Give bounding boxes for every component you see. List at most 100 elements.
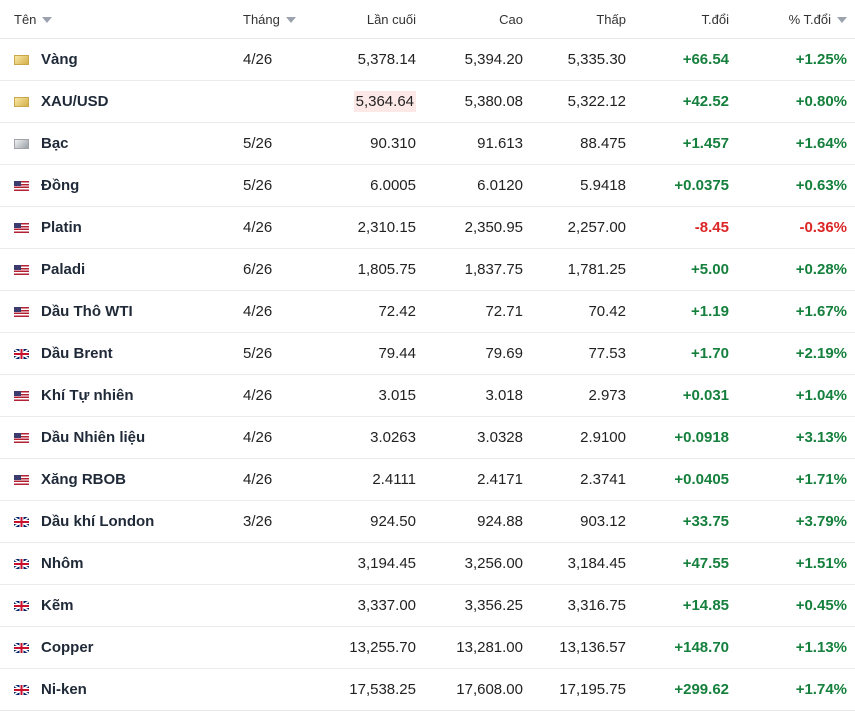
cell-pct-change: +1.25% bbox=[729, 38, 855, 81]
name-wrap: Platin bbox=[14, 219, 226, 236]
column-header-name[interactable]: Tên bbox=[0, 0, 226, 39]
cell-month bbox=[226, 668, 312, 711]
high-value: 2.4171 bbox=[477, 471, 523, 488]
table-row[interactable]: Dầu Nhiên liệu 4/26 3.0263 3.0328 2.9100 +0.0… bbox=[0, 416, 855, 459]
pct-change-value: -0.36% bbox=[799, 219, 847, 236]
table-row[interactable]: Ni-ken 17,538.25 17,608.00 17,195.75 +299.62… bbox=[0, 668, 855, 711]
sort-caret-icon[interactable] bbox=[285, 17, 296, 24]
column-header-last[interactable]: Lần cuối bbox=[312, 0, 416, 39]
table-row[interactable]: Dầu Thô WTI 4/26 72.42 72.71 70.42 +1.19 +1.67… bbox=[0, 290, 855, 333]
name-wrap: Ni-ken bbox=[14, 681, 226, 698]
high-value: 3.018 bbox=[485, 387, 523, 404]
cell-change: +47.55 bbox=[626, 542, 729, 585]
instrument-name-link[interactable]: Platin bbox=[41, 219, 82, 236]
low-value: 3,184.45 bbox=[567, 555, 626, 572]
table-row[interactable]: Vàng 4/26 5,378.14 5,394.20 5,335.30 +66.54 +1… bbox=[0, 38, 855, 81]
instrument-name-link[interactable]: Dầu Thô WTI bbox=[41, 303, 133, 320]
cell-high: 3.0328 bbox=[416, 416, 523, 459]
cell-high: 3.018 bbox=[416, 374, 523, 417]
name-wrap: Đồng bbox=[14, 177, 226, 194]
change-value: +0.031 bbox=[682, 387, 729, 404]
cell-low: 5,322.12 bbox=[523, 80, 626, 123]
cell-month: 5/26 bbox=[226, 164, 312, 207]
cell-high: 13,281.00 bbox=[416, 626, 523, 669]
table-row[interactable]: Dầu Brent 5/26 79.44 79.69 77.53 +1.70 +2.19% bbox=[0, 332, 855, 375]
name-wrap: Dầu khí London bbox=[14, 513, 226, 530]
pct-change-value: +1.67% bbox=[795, 303, 847, 320]
cell-last: 79.44 bbox=[312, 332, 416, 375]
cell-low: 3,316.75 bbox=[523, 584, 626, 627]
table-row[interactable]: Xăng RBOB 4/26 2.4111 2.4171 2.3741 +0.0405 +1… bbox=[0, 458, 855, 501]
table-row[interactable]: Nhôm 3,194.45 3,256.00 3,184.45 +47.55 +1.51% bbox=[0, 542, 855, 585]
instrument-name-link[interactable]: Nhôm bbox=[41, 555, 84, 572]
instrument-name-link[interactable]: Xăng RBOB bbox=[41, 471, 127, 488]
pct-change-value: +0.28% bbox=[795, 261, 847, 278]
instrument-name-link[interactable]: Copper bbox=[41, 639, 94, 656]
instrument-name-link[interactable]: Dầu Nhiên liệu bbox=[41, 429, 146, 446]
cell-last: 924.50 bbox=[312, 500, 416, 543]
column-header-high-label: Cao bbox=[499, 11, 523, 27]
instrument-name-link[interactable]: Vàng bbox=[41, 51, 78, 68]
instrument-name-link[interactable]: Kẽm bbox=[41, 597, 74, 614]
instrument-name-link[interactable]: Bạc bbox=[41, 135, 69, 152]
table-row[interactable]: Đồng 5/26 6.0005 6.0120 5.9418 +0.0375 +0.63% bbox=[0, 164, 855, 207]
cell-name: Dầu Thô WTI bbox=[0, 290, 226, 333]
cell-name: Dầu Nhiên liệu bbox=[0, 416, 226, 459]
cell-high: 3,256.00 bbox=[416, 542, 523, 585]
instrument-name-link[interactable]: Dầu khí London bbox=[41, 513, 155, 530]
instrument-name-link[interactable]: XAU/USD bbox=[41, 93, 109, 110]
column-header-change[interactable]: T.đổi bbox=[626, 0, 729, 39]
instrument-name-link[interactable]: Ni-ken bbox=[41, 681, 87, 698]
instrument-name-link[interactable]: Dầu Brent bbox=[41, 345, 113, 362]
cell-change: +0.031 bbox=[626, 374, 729, 417]
table-row[interactable]: Dầu khí London 3/26 924.50 924.88 903.12 +33.… bbox=[0, 500, 855, 543]
change-value: +5.00 bbox=[691, 261, 729, 278]
pct-change-value: +3.79% bbox=[795, 513, 847, 530]
low-value: 5,335.30 bbox=[567, 51, 626, 68]
low-value: 3,316.75 bbox=[567, 597, 626, 614]
low-value: 17,195.75 bbox=[559, 681, 626, 698]
last-value: 1,805.75 bbox=[357, 261, 416, 278]
name-wrap: Copper bbox=[14, 639, 226, 656]
column-header-month[interactable]: Tháng bbox=[226, 0, 312, 39]
cell-pct-change: +1.51% bbox=[729, 542, 855, 585]
cell-month bbox=[226, 542, 312, 585]
sort-caret-icon[interactable] bbox=[837, 17, 847, 24]
cell-name: Khí Tự nhiên bbox=[0, 374, 226, 417]
table-row[interactable]: Copper 13,255.70 13,281.00 13,136.57 +148.70… bbox=[0, 626, 855, 669]
cell-name: Bạc bbox=[0, 122, 226, 165]
table-row[interactable]: Bạc 5/26 90.310 91.613 88.475 +1.457 +1.64% bbox=[0, 122, 855, 165]
table-row[interactable]: Paladi 6/26 1,805.75 1,837.75 1,781.25 +5.00 +… bbox=[0, 248, 855, 291]
table-row[interactable]: Kẽm 3,337.00 3,356.25 3,316.75 +14.85 +0.45% bbox=[0, 584, 855, 627]
table-body: Vàng 4/26 5,378.14 5,394.20 5,335.30 +66.54 +1… bbox=[0, 38, 855, 711]
last-value: 3,194.45 bbox=[357, 555, 416, 572]
month-value: 5/26 bbox=[243, 135, 273, 152]
month-value: 4/26 bbox=[243, 429, 273, 446]
instrument-name-link[interactable]: Paladi bbox=[41, 261, 86, 278]
column-header-low[interactable]: Thấp bbox=[523, 0, 626, 39]
column-header-high[interactable]: Cao bbox=[416, 0, 523, 39]
cell-low: 903.12 bbox=[523, 500, 626, 543]
instrument-name-link[interactable]: Khí Tự nhiên bbox=[41, 387, 134, 404]
high-value: 5,394.20 bbox=[464, 51, 523, 68]
column-header-pct-change[interactable]: % T.đổi bbox=[729, 0, 855, 39]
cell-name: Xăng RBOB bbox=[0, 458, 226, 501]
high-value: 2,350.95 bbox=[464, 219, 523, 236]
cell-name: Ni-ken bbox=[0, 668, 226, 711]
sort-caret-icon[interactable] bbox=[42, 17, 53, 24]
cell-pct-change: +1.64% bbox=[729, 122, 855, 165]
cell-high: 2.4171 bbox=[416, 458, 523, 501]
cell-last: 3.015 bbox=[312, 374, 416, 417]
low-value: 70.42 bbox=[588, 303, 626, 320]
instrument-name-link[interactable]: Đồng bbox=[41, 177, 80, 194]
cell-last: 1,805.75 bbox=[312, 248, 416, 291]
cell-last: 3.0263 bbox=[312, 416, 416, 459]
uk-flag-icon bbox=[14, 642, 29, 653]
table-row[interactable]: Khí Tự nhiên 4/26 3.015 3.018 2.973 +0.031 +1.… bbox=[0, 374, 855, 417]
cell-high: 5,394.20 bbox=[416, 38, 523, 81]
table-row[interactable]: Platin 4/26 2,310.15 2,350.95 2,257.00 -8.45 -… bbox=[0, 206, 855, 249]
cell-month: 4/26 bbox=[226, 416, 312, 459]
month-value: 3/26 bbox=[243, 513, 273, 530]
cell-high: 6.0120 bbox=[416, 164, 523, 207]
table-row[interactable]: XAU/USD 5,364.64 5,380.08 5,322.12 +42.52 +0.… bbox=[0, 80, 855, 123]
